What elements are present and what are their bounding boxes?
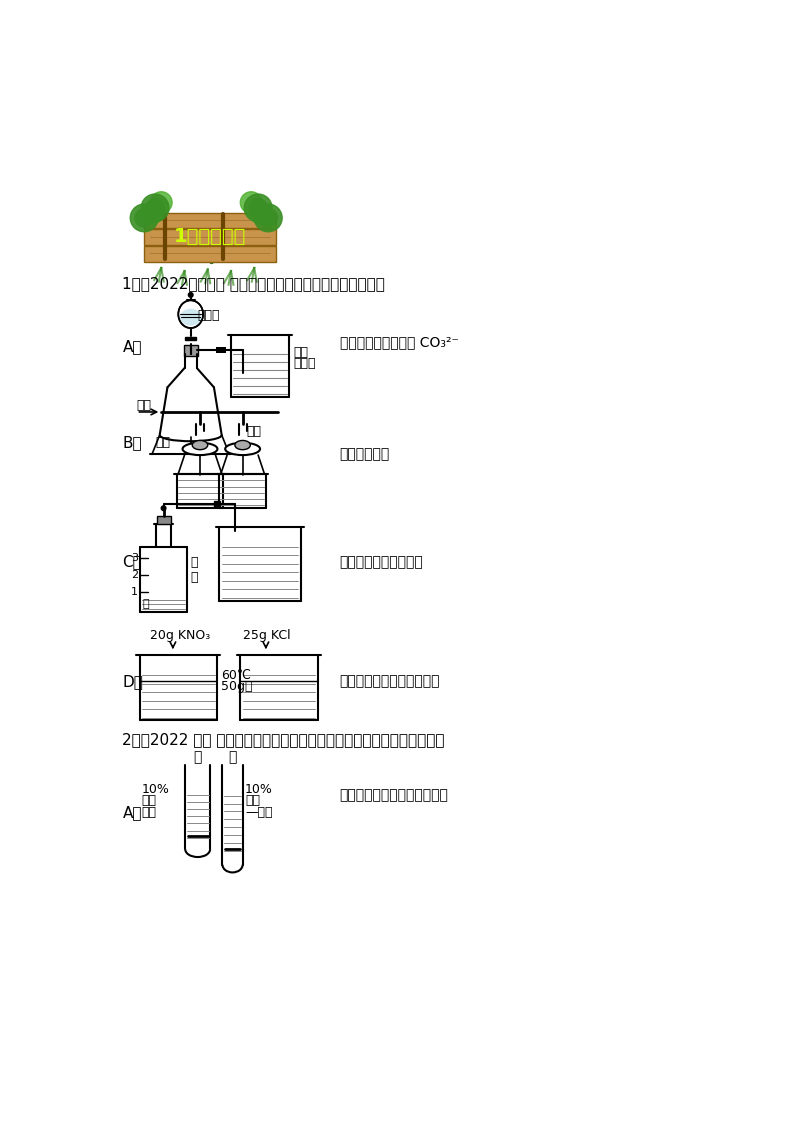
Text: 稀盐酸: 稀盐酸	[197, 309, 219, 322]
Ellipse shape	[179, 300, 203, 328]
Circle shape	[130, 204, 158, 231]
Text: 乙: 乙	[229, 750, 237, 764]
Circle shape	[135, 209, 153, 227]
Text: 10%: 10%	[142, 783, 170, 796]
Text: 澄清: 澄清	[293, 346, 308, 359]
Circle shape	[141, 194, 169, 221]
Text: 水: 水	[143, 600, 149, 610]
Text: 白磷: 白磷	[155, 436, 170, 449]
Text: C．: C．	[122, 555, 142, 569]
Bar	[145, 229, 276, 245]
Ellipse shape	[183, 442, 218, 455]
Bar	[214, 501, 220, 508]
Bar	[145, 212, 276, 228]
Circle shape	[146, 199, 164, 217]
Text: 铁片: 铁片	[142, 806, 157, 819]
Text: 2．（2022 陕西 西安航天菁英学校二模）下列实验不能达到实验目的的是: 2．（2022 陕西 西安航天菁英学校二模）下列实验不能达到实验目的的是	[122, 732, 445, 747]
Text: 探究影响物质溶解性的因素: 探究影响物质溶解性的因素	[340, 675, 440, 688]
Circle shape	[249, 202, 272, 225]
Ellipse shape	[192, 440, 208, 449]
Circle shape	[141, 202, 163, 225]
Text: 1: 1	[131, 587, 138, 597]
Text: 红
磷: 红 磷	[190, 556, 198, 584]
Circle shape	[249, 199, 268, 217]
Text: 2: 2	[131, 570, 138, 581]
Text: —镁片: —镁片	[245, 806, 272, 819]
Text: 60℃: 60℃	[221, 669, 251, 682]
Circle shape	[245, 194, 272, 221]
Text: 硫酸: 硫酸	[142, 794, 157, 807]
Bar	[183, 345, 198, 356]
Text: D．: D．	[122, 674, 144, 688]
Text: 3: 3	[131, 554, 138, 564]
Circle shape	[161, 505, 166, 511]
Text: A．: A．	[122, 339, 142, 354]
Bar	[145, 246, 276, 262]
Text: 甲: 甲	[194, 750, 202, 764]
Text: 50g水: 50g水	[221, 679, 252, 693]
Circle shape	[188, 293, 193, 298]
Text: 盐酸: 盐酸	[245, 794, 260, 807]
Text: B．: B．	[122, 436, 142, 450]
Text: 10%: 10%	[245, 783, 273, 796]
Text: 红磷: 红磷	[246, 426, 261, 438]
Circle shape	[241, 192, 262, 213]
Circle shape	[150, 192, 172, 213]
Text: 空气: 空气	[137, 400, 152, 412]
Bar	[156, 515, 171, 523]
Text: 石灰水: 石灰水	[293, 357, 315, 369]
Text: 比较铁和镁的金属活动性强弱: 比较铁和镁的金属活动性强弱	[340, 788, 449, 803]
Text: 测定空气中氧气的含量: 测定空气中氧气的含量	[340, 555, 423, 569]
Text: 检验固体粉末是否含 CO₃²⁻: 检验固体粉末是否含 CO₃²⁻	[340, 336, 458, 349]
Ellipse shape	[180, 309, 202, 326]
Ellipse shape	[235, 440, 250, 449]
Bar	[216, 347, 225, 354]
Bar	[185, 337, 196, 340]
Text: 1．（2022陕西西安 二模）下列实验能达到相应实验目的是: 1．（2022陕西西安 二模）下列实验能达到相应实验目的是	[122, 276, 385, 291]
Text: 1年模拟真题: 1年模拟真题	[174, 227, 246, 246]
Circle shape	[254, 204, 282, 231]
Circle shape	[259, 209, 277, 227]
Ellipse shape	[225, 442, 260, 455]
Text: 25g KCl: 25g KCl	[243, 629, 291, 641]
Text: A．: A．	[122, 805, 142, 820]
Text: 探究燃烧条件: 探究燃烧条件	[340, 447, 390, 462]
Text: 20g KNO₃: 20g KNO₃	[149, 629, 210, 641]
